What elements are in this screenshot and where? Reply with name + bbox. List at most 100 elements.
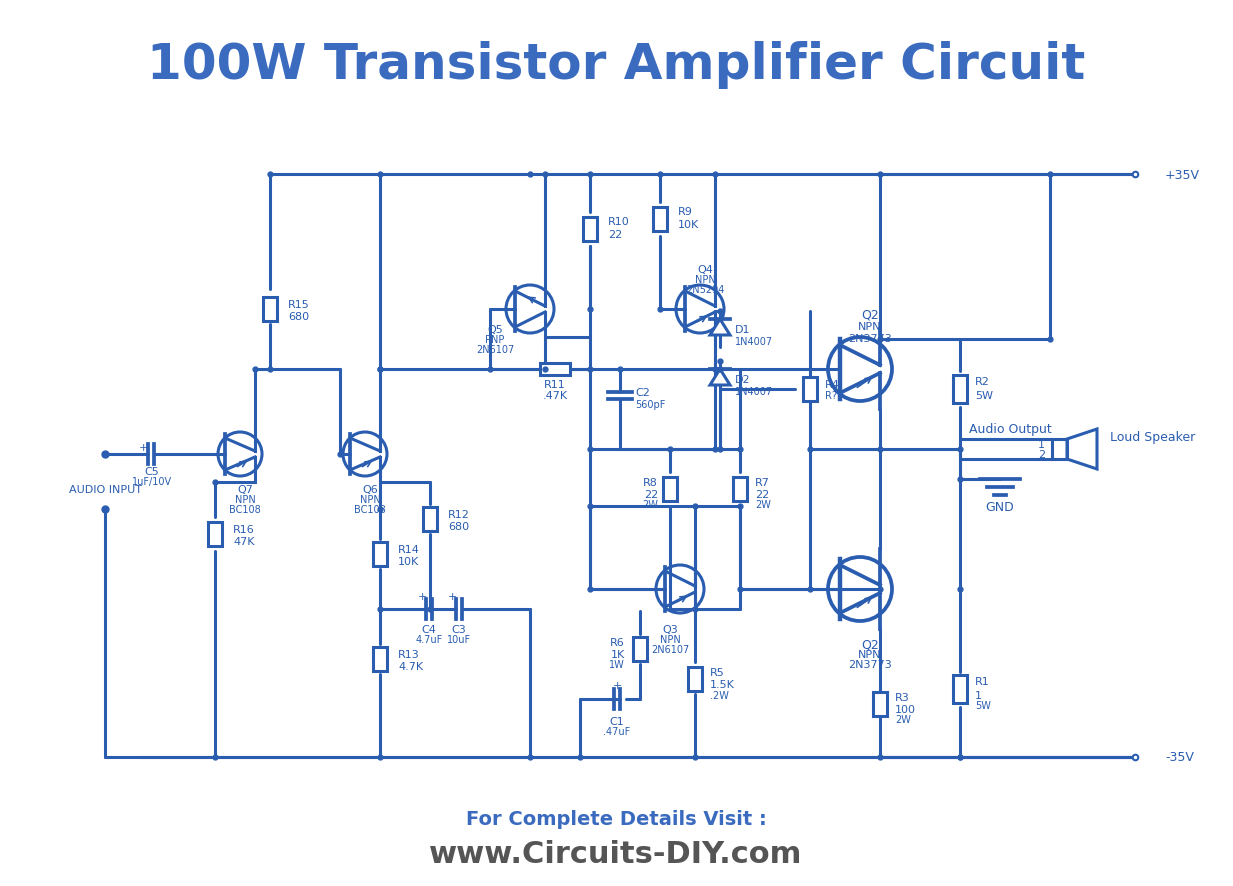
Text: 22: 22 [644,489,658,500]
Text: 1: 1 [1038,439,1046,449]
Text: 680: 680 [289,312,309,322]
Text: Loud Speaker: Loud Speaker [1110,431,1195,444]
Text: Audio Output: Audio Output [969,423,1052,436]
Text: 100W Transistor Amplifier Circuit: 100W Transistor Amplifier Circuit [147,41,1085,89]
Text: 10K: 10K [398,556,419,566]
Text: R8: R8 [644,478,658,487]
Bar [1052,439,1067,460]
Text: 1: 1 [975,690,981,700]
Polygon shape [710,369,730,385]
Text: -35V: -35V [1165,750,1194,764]
Text: PNP: PNP [486,335,504,345]
Text: 680: 680 [448,522,469,532]
Text: C3: C3 [451,625,466,634]
Text: NPN: NPN [234,494,255,504]
Bar [732,478,747,501]
Text: 10uF: 10uF [446,634,471,644]
Text: 4.7K: 4.7K [398,661,423,672]
Text: R2: R2 [975,377,990,386]
Text: R12: R12 [448,509,470,519]
Bar [208,523,222,547]
Text: 1K: 1K [610,649,625,659]
Text: Q7: Q7 [237,485,253,494]
Text: Q6: Q6 [363,485,377,494]
Text: 22: 22 [755,489,769,500]
Text: .47uF: .47uF [603,727,630,736]
Text: R1: R1 [975,676,990,687]
Text: 5W: 5W [975,391,993,400]
Text: 1.5K: 1.5K [710,680,735,689]
Text: R7: R7 [755,478,769,487]
Text: Q2: Q2 [861,308,879,321]
Text: 10K: 10K [678,220,699,229]
Text: R14: R14 [398,544,420,555]
Bar [374,648,387,672]
Text: +: + [138,442,148,453]
Text: Q5: Q5 [487,324,503,335]
Text: R9: R9 [678,206,693,217]
Text: R10: R10 [608,217,630,227]
Text: 4.7uF: 4.7uF [416,634,443,644]
Text: 22: 22 [608,229,623,240]
Text: 2N6107: 2N6107 [476,345,514,354]
Text: R11: R11 [544,379,566,390]
Text: 1N4007: 1N4007 [735,386,773,397]
Text: Q3: Q3 [662,625,678,634]
Text: D2: D2 [735,375,751,385]
Text: Q2: Q2 [861,638,879,650]
Text: 2W: 2W [755,500,771,509]
Bar [953,675,967,703]
Text: NPN: NPN [360,494,380,504]
Bar [374,542,387,566]
Text: R13: R13 [398,649,419,659]
Text: 47K: 47K [233,536,254,547]
Polygon shape [710,320,730,336]
Text: NPN: NPN [694,275,715,284]
Bar [803,377,817,401]
Text: BC108: BC108 [229,504,261,515]
Text: +35V: +35V [1165,168,1200,182]
Bar [583,218,597,242]
Bar [953,376,967,403]
Text: .2W: .2W [710,690,729,700]
Text: R5: R5 [710,667,725,677]
Text: 1uF/10V: 1uF/10V [132,477,173,486]
Bar [633,637,647,661]
Text: For Complete Details Visit :: For Complete Details Visit : [466,810,767,828]
Text: +: + [448,591,456,602]
Text: 2N3773: 2N3773 [848,334,891,344]
Text: 100: 100 [895,704,916,714]
Text: 2N6107: 2N6107 [651,644,689,654]
Text: NPN: NPN [858,649,882,659]
Text: www.Circuits-DIY.com: www.Circuits-DIY.com [429,840,803,868]
Text: +: + [417,591,427,602]
Text: R15: R15 [289,299,309,309]
Text: NPN: NPN [858,322,882,331]
Text: C4: C4 [422,625,436,634]
Text: Q4: Q4 [697,265,713,275]
Text: .47K: .47K [543,391,567,400]
Text: C1: C1 [609,716,624,727]
Bar [873,692,887,716]
Text: 1N4007: 1N4007 [735,337,773,346]
Text: 2N5294: 2N5294 [686,284,724,295]
Text: R6: R6 [610,637,625,648]
Text: GND: GND [985,501,1015,514]
Text: 5W: 5W [975,700,991,711]
Text: R?: R? [825,391,837,400]
Text: D1: D1 [735,324,751,335]
Text: R4: R4 [825,379,840,390]
Text: 2: 2 [1038,449,1046,460]
Bar [653,207,667,232]
Text: +: + [613,680,621,690]
Bar [540,363,570,376]
Text: 2N3773: 2N3773 [848,659,891,669]
Text: 1W: 1W [609,659,625,669]
Bar [263,298,277,322]
Text: R3: R3 [895,692,910,703]
Text: 2W: 2W [642,500,658,509]
Text: 2W: 2W [895,714,911,724]
Text: BC108: BC108 [354,504,386,515]
Bar [663,478,677,501]
Text: C2: C2 [635,387,650,398]
